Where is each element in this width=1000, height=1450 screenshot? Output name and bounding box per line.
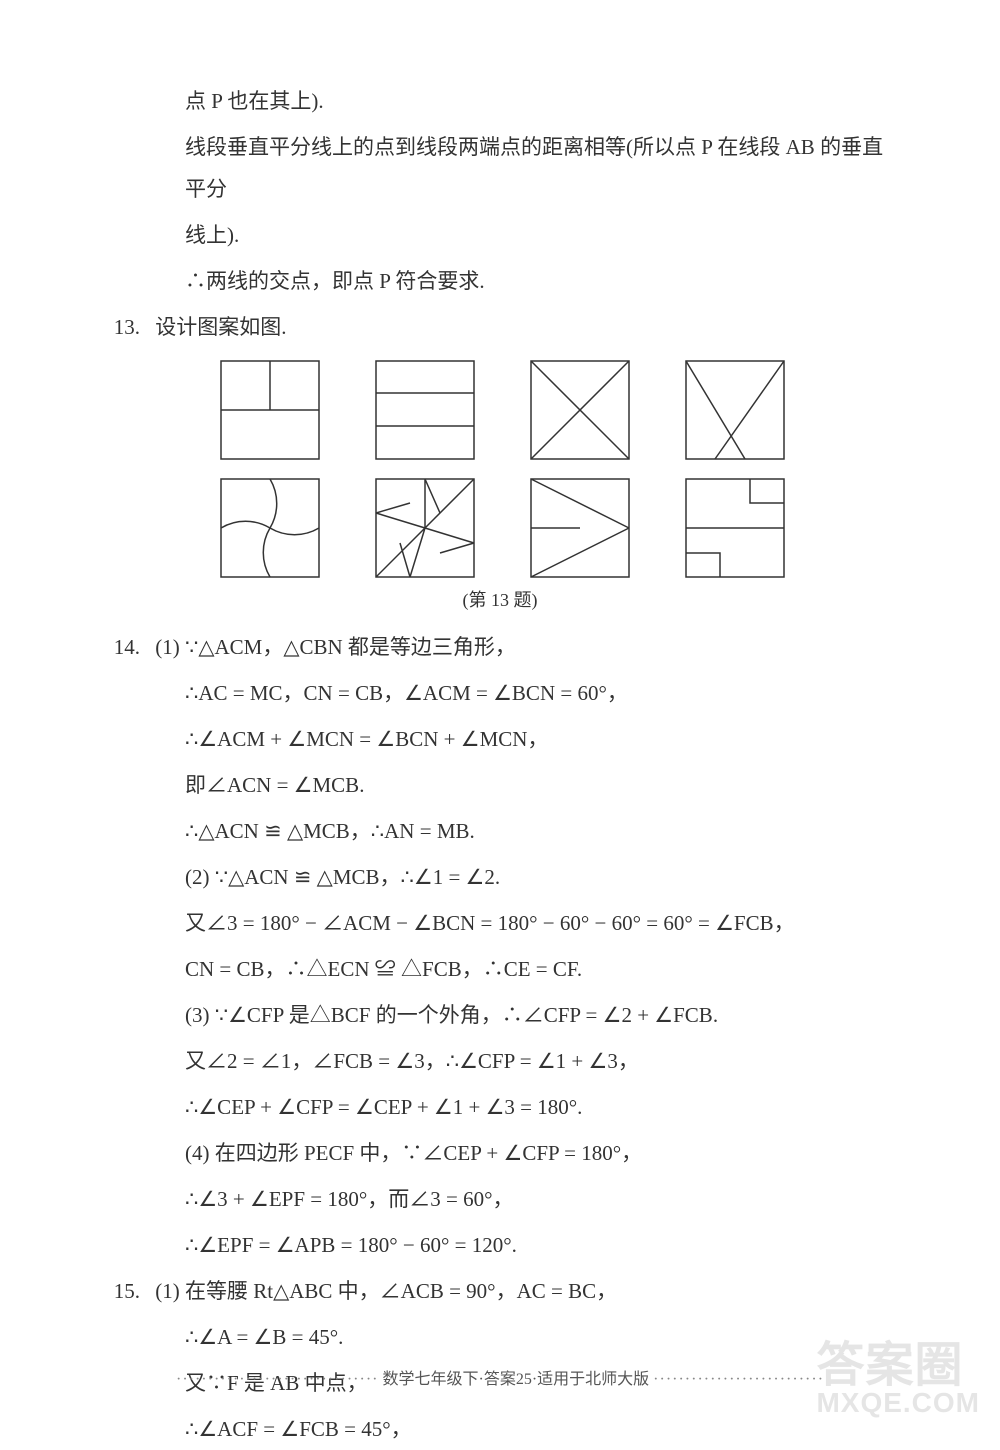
q15-a: (1) 在等腰 Rt△ABC 中，∠ACB = 90°，AC = BC， <box>155 1279 617 1303</box>
text-line: ∴AC = MC，CN = CB，∠ACM = ∠BCN = 60°， <box>100 672 900 714</box>
text-line: 线段垂直平分线上的点到线段两端点的距离相等(所以点 P 在线段 AB 的垂直平分 <box>100 126 900 210</box>
text-line: 又∠2 = ∠1，∠FCB = ∠3，∴∠CFP = ∠1 + ∠3， <box>100 1040 900 1082</box>
text-line: 点 P 也在其上). <box>100 80 900 122</box>
text-line: CN = CB，∴△ECN ≌ △FCB，∴CE = CF. <box>100 948 900 990</box>
text-line: ∴∠A = ∠B = 45°. <box>100 1316 900 1358</box>
figure-6 <box>375 478 475 578</box>
q14-a: (1) ∵△ACM，△CBN 都是等边三角形， <box>155 635 516 659</box>
figure-13-area <box>220 360 900 578</box>
text-line: 线上). <box>100 214 900 256</box>
q15-line: 15. (1) 在等腰 Rt△ABC 中，∠ACB = 90°，AC = BC， <box>100 1270 900 1312</box>
figure-3 <box>530 360 630 460</box>
watermark-sub: MXQE.COM <box>816 1387 980 1419</box>
figure-5 <box>220 478 320 578</box>
figure-7 <box>530 478 630 578</box>
q14-line: 14. (1) ∵△ACM，△CBN 都是等边三角形， <box>100 626 900 668</box>
figure-row-2 <box>220 478 900 578</box>
q13-text: 设计图案如图. <box>155 315 286 339</box>
q15-label: 15. <box>100 1270 140 1312</box>
q13-line: 13. 设计图案如图. <box>100 306 900 348</box>
footer-text: 数学七年级下·答案25·适用于北师大版 <box>382 1371 649 1388</box>
text-line: ∴两线的交点，即点 P 符合要求. <box>100 260 900 302</box>
text-line: (3) ∵∠CFP 是△BCF 的一个外角，∴∠CFP = ∠2 + ∠FCB. <box>100 994 900 1036</box>
text-line: ∴∠ACF = ∠FCB = 45°， <box>100 1408 900 1450</box>
text-line: ∴∠CEP + ∠CFP = ∠CEP + ∠1 + ∠3 = 180°. <box>100 1086 900 1128</box>
text-line: (2) ∵△ACN ≌ △MCB，∴∠1 = ∠2. <box>100 856 900 898</box>
figure-1 <box>220 360 320 460</box>
text-line: ∴∠3 + ∠EPF = 180°，而∠3 = 60°， <box>100 1178 900 1220</box>
figure-8 <box>685 478 785 578</box>
q13-label: 13. <box>100 306 140 348</box>
text-line: (4) 在四边形 PECF 中，∵∠CEP + ∠CFP = 180°， <box>100 1132 900 1174</box>
figure-caption: (第 13 题) <box>100 586 900 612</box>
text-line: 即∠ACN = ∠MCB. <box>100 764 900 806</box>
text-line: 又∠3 = 180° − ∠ACM − ∠BCN = 180° − 60° − … <box>100 902 900 944</box>
footer-dots-left: ································ <box>176 1371 379 1388</box>
watermark-main: 答案圈 <box>816 1339 963 1392</box>
figure-2 <box>375 360 475 460</box>
figure-4 <box>685 360 785 460</box>
text-line: ∴∠ACM + ∠MCN = ∠BCN + ∠MCN， <box>100 718 900 760</box>
text-line: ∴∠EPF = ∠APB = 180° − 60° = 120°. <box>100 1224 900 1266</box>
text-line: ∴△ACN ≌ △MCB，∴AN = MB. <box>100 810 900 852</box>
footer-dots-right: ··························· <box>653 1371 824 1388</box>
figure-row-1 <box>220 360 900 460</box>
watermark: 答案圈 MXQE.COM <box>816 1325 980 1419</box>
q14-label: 14. <box>100 626 140 668</box>
